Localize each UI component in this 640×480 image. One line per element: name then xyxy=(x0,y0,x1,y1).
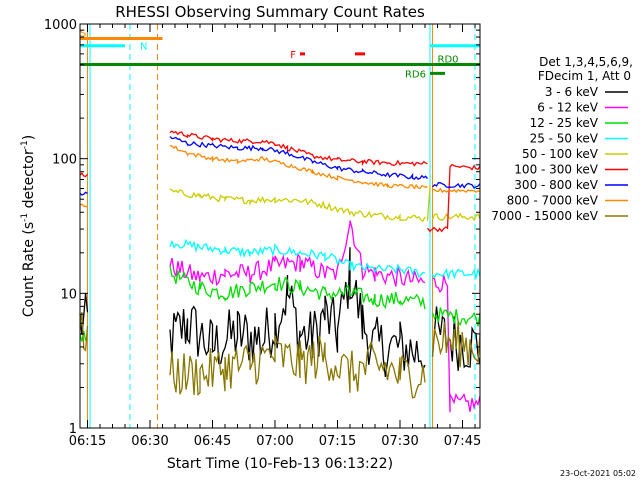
legend-label-1: 6 - 12 keV xyxy=(537,101,599,115)
legend-label-7: 800 - 7000 keV xyxy=(507,194,599,208)
series-0 xyxy=(79,247,481,377)
flag-label-0: S xyxy=(80,29,86,40)
y-tick-label: 1 xyxy=(69,422,77,437)
series-7-segment-1 xyxy=(169,144,428,190)
x-tick-label: 07:45 xyxy=(444,434,481,449)
y-tick-label: 1000 xyxy=(44,18,77,33)
y-axis-label-sup2: -1 xyxy=(20,140,30,149)
series-0-segment-0 xyxy=(79,293,89,336)
series-5-segment-2 xyxy=(427,163,481,233)
legend-label-8: 7000 - 15000 keV xyxy=(491,209,598,223)
series-4-segment-0 xyxy=(169,188,426,223)
y-axis-label-sup1: -1 xyxy=(20,213,30,222)
series-7 xyxy=(79,144,481,208)
x-tick-label: 07:30 xyxy=(381,434,418,449)
chart-title: RHESSI Observing Summary Count Rates xyxy=(115,3,425,21)
legend-label-6: 300 - 800 keV xyxy=(514,178,598,192)
y-axis-label: Count Rate (s-1 detector-1) xyxy=(20,135,37,317)
legend-label-2: 12 - 25 keV xyxy=(530,116,599,130)
flag-label-6: RD6 xyxy=(405,69,426,80)
series-3-segment-0 xyxy=(169,238,426,278)
axes: 1 10 100 1000 06:15 06:30 06:45 07:00 07:15 07:30… xyxy=(44,18,481,449)
series-6-segment-0 xyxy=(79,191,88,196)
series-4-segment-2 xyxy=(431,212,481,222)
series-8-segment-2 xyxy=(431,320,481,368)
series-2-segment-2 xyxy=(431,307,481,327)
legend-header-line-2: FDecim 1, Att 0 xyxy=(538,69,631,83)
legend-label-5: 100 - 300 keV xyxy=(514,163,598,177)
flag-label-4: F xyxy=(290,50,296,61)
series-7-segment-0 xyxy=(79,203,88,208)
x-tick-label: 07:15 xyxy=(319,434,356,449)
x-tick-label: 06:45 xyxy=(194,434,231,449)
series-6-segment-1 xyxy=(169,136,429,180)
y-tick-label: 100 xyxy=(52,153,77,168)
y-tick-label: 10 xyxy=(60,287,77,302)
y-axis-label-mid: detector xyxy=(21,149,37,213)
series-3-segment-1 xyxy=(431,267,481,281)
y-axis-label-end: ) xyxy=(21,135,37,140)
flag-label-1: N xyxy=(140,42,147,53)
series-4 xyxy=(169,185,481,223)
legend-label-4: 50 - 100 keV xyxy=(522,147,599,161)
series-5 xyxy=(79,130,481,233)
series-1 xyxy=(169,220,481,413)
flag-label-3: RD0 xyxy=(438,55,459,66)
legend-label-0: 3 - 6 keV xyxy=(545,85,599,99)
series-6-segment-2 xyxy=(432,182,481,189)
series-8-segment-0 xyxy=(79,312,89,352)
x-tick-label: 07:00 xyxy=(256,434,293,449)
series-5-segment-1 xyxy=(169,130,428,167)
legend: Det 1,3,4,5,6,9, FDecim 1, Att 0 3 - 6 k… xyxy=(491,55,633,223)
x-tick-label: 06:15 xyxy=(69,434,106,449)
x-tick-label: 06:30 xyxy=(131,434,168,449)
legend-label-3: 25 - 50 keV xyxy=(530,132,599,146)
series-4-segment-1 xyxy=(426,185,431,221)
series-6 xyxy=(79,136,481,196)
series-5-segment-0 xyxy=(79,172,88,178)
x-axis-label: Start Time (10-Feb-13 06:13:22) xyxy=(167,456,393,472)
legend-header-line-1: Det 1,3,4,5,6,9, xyxy=(539,55,633,69)
plot-area: S N RD0 F RD6 xyxy=(79,24,481,428)
series-8-segment-1 xyxy=(169,335,426,399)
y-axis-label-main: Count Rate (s xyxy=(21,222,37,317)
series-8 xyxy=(79,312,481,399)
series-2-segment-1 xyxy=(169,265,426,310)
series-7-segment-2 xyxy=(432,187,481,194)
series-1-segment-0 xyxy=(169,220,426,287)
series-0-segment-2 xyxy=(431,306,481,371)
footer-date: 23-Oct-2021 05:02 xyxy=(560,469,636,478)
series-3 xyxy=(169,238,481,281)
plot-frame xyxy=(79,23,481,429)
series-0-segment-1 xyxy=(169,247,426,377)
series-1-segment-1 xyxy=(432,275,481,413)
